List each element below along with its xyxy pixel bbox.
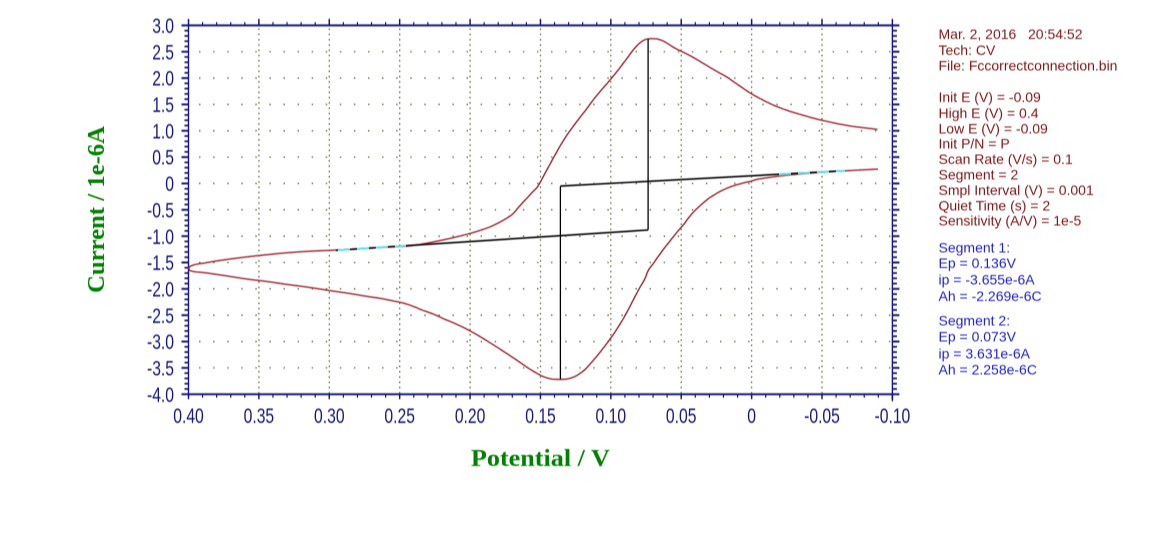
svg-text:2.5: 2.5 (152, 40, 174, 64)
svg-text:ip = 3.631e-6A: ip = 3.631e-6A (939, 345, 1031, 361)
svg-text:-1.0: -1.0 (147, 224, 174, 248)
svg-text:-3.0: -3.0 (147, 330, 174, 354)
svg-text:0.20: 0.20 (455, 404, 486, 428)
svg-text:Segment = 2: Segment = 2 (939, 166, 1019, 182)
svg-text:Smpl Interval (V) = 0.001: Smpl Interval (V) = 0.001 (939, 182, 1094, 198)
svg-text:0.40: 0.40 (173, 404, 204, 428)
svg-text:0.30: 0.30 (314, 404, 345, 428)
svg-text:0.05: 0.05 (666, 404, 697, 428)
svg-text:Scan Rate (V/s) = 0.1: Scan Rate (V/s) = 0.1 (939, 151, 1073, 167)
svg-text:3.0: 3.0 (152, 14, 174, 38)
svg-text:0.10: 0.10 (596, 404, 627, 428)
svg-text:0.5: 0.5 (152, 145, 174, 169)
svg-text:ip = -3.655e-6A: ip = -3.655e-6A (939, 272, 1036, 288)
svg-text:1.5: 1.5 (152, 93, 174, 117)
svg-text:High E (V) = 0.4: High E (V) = 0.4 (939, 105, 1039, 121)
svg-text:-0.05: -0.05 (804, 404, 840, 428)
svg-text:0.15: 0.15 (525, 404, 556, 428)
svg-text:-1.5: -1.5 (147, 251, 174, 275)
svg-text:Potential / V: Potential / V (471, 446, 611, 472)
svg-text:Init E (V) = -0.09: Init E (V) = -0.09 (939, 89, 1042, 105)
svg-text:Quiet Time (s) = 2: Quiet Time (s) = 2 (939, 198, 1051, 214)
svg-text:Ah = -2.269e-6C: Ah = -2.269e-6C (939, 288, 1042, 304)
svg-text:File: Fccorrectconnection.bin: File: Fccorrectconnection.bin (939, 58, 1118, 74)
svg-text:-2.0: -2.0 (147, 277, 174, 301)
svg-text:0.25: 0.25 (384, 404, 415, 428)
svg-text:Sensitivity (A/V) = 1e-5: Sensitivity (A/V) = 1e-5 (939, 213, 1082, 229)
svg-text:-3.5: -3.5 (147, 356, 174, 380)
svg-text:0.35: 0.35 (244, 404, 275, 428)
svg-text:-4.0: -4.0 (147, 382, 174, 406)
svg-text:Ep = 0.136V: Ep = 0.136V (939, 255, 1017, 271)
svg-text:Ah = 2.258e-6C: Ah = 2.258e-6C (939, 362, 1037, 378)
svg-text:1.0: 1.0 (152, 119, 174, 143)
svg-text:-2.5: -2.5 (147, 303, 174, 327)
svg-text:0: 0 (165, 172, 174, 196)
svg-text:Ep = 0.073V: Ep = 0.073V (939, 328, 1017, 344)
svg-text:Segment 2:: Segment 2: (939, 313, 1011, 329)
svg-text:2.0: 2.0 (152, 66, 174, 90)
svg-text:Init P/N = P: Init P/N = P (939, 135, 1010, 151)
svg-text:Segment 1:: Segment 1: (939, 239, 1011, 255)
svg-text:Current / 1e-6A: Current / 1e-6A (84, 125, 110, 293)
svg-text:Mar. 2, 2016 20:54:52: Mar. 2, 2016 20:54:52 (939, 26, 1083, 42)
svg-text:-0.5: -0.5 (147, 198, 174, 222)
svg-text:0: 0 (747, 404, 756, 428)
svg-text:Tech: CV: Tech: CV (939, 42, 996, 58)
svg-text:-0.10: -0.10 (875, 404, 911, 428)
svg-text:Low E (V) = -0.09: Low E (V) = -0.09 (939, 120, 1049, 136)
